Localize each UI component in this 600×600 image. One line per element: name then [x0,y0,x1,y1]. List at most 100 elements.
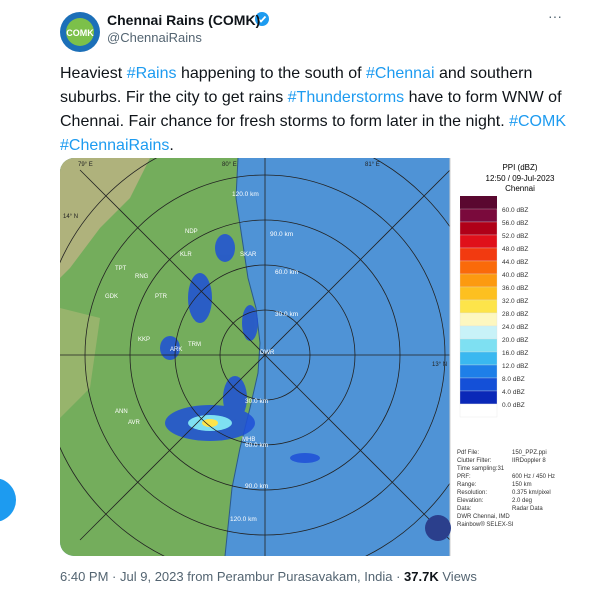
legend-swatch [459,338,498,353]
info-label: Data: [457,506,472,512]
info-label: Range: [457,482,477,488]
place-label: MHB [242,437,255,443]
echo [242,305,258,341]
coord-label: 80° E [222,162,237,168]
ring-label: 90.0 km [245,483,268,490]
legend-swatch [459,234,498,249]
info-label: DWR Chennai, IMD [457,514,510,520]
info-label: Pdf File: [457,450,479,456]
legend-swatch [459,351,498,366]
coord-label: 79° E [78,162,93,168]
legend-swatch [459,208,498,223]
legend-swatch [459,260,498,275]
author-handle[interactable]: @ChennaiRains [107,30,202,45]
land [60,158,260,556]
avatar-label: COMK [66,28,94,38]
info-label: PRF: [457,474,471,480]
hashtag[interactable]: #COMK [509,113,566,130]
legend-label: 44.0 dBZ [502,259,528,266]
text: . [169,137,174,154]
place-label: PTR [155,294,168,300]
imd-emblem [425,515,451,541]
place-label: DWR [260,350,275,356]
floating-button[interactable] [0,478,16,522]
place-label: KLR [180,252,192,258]
hashtag[interactable]: #Chennai [366,65,435,82]
place-label: TRM [188,342,201,348]
date[interactable]: Jul 9, 2023 [120,569,184,584]
hashtag[interactable]: #Rains [126,65,177,82]
info-value: 600 Hz / 450 Hz [512,474,555,480]
legend-label: 8.0 dBZ [502,376,525,383]
legend-label: 4.0 dBZ [502,389,525,396]
place-label: ANN [115,409,128,415]
info-value: Radar Data [512,506,543,512]
legend-swatch [459,377,498,392]
legend-label: 0.0 dBZ [502,402,525,409]
echo [188,273,212,323]
legend-swatch [459,403,498,418]
legend-label: 28.0 dBZ [502,311,528,318]
legend-swatch [459,247,498,262]
place-label: NDP [185,229,198,235]
hashtag[interactable]: #ChennaiRains [60,137,170,154]
legend-swatch [459,221,498,236]
radar-image[interactable]: 120.0 km 90.0 km 60.0 km 30.0 km 30.0 km 60.0… [60,158,591,556]
text: have to form WNW of Chennai. Fair chance… [60,89,562,130]
info-value: 150_PPZ.ppi [512,450,547,456]
echo [202,419,218,427]
legend-label: 56.0 dBZ [502,220,528,227]
legend-swatch [460,196,497,209]
legend-swatch [459,364,498,379]
separator: · [396,569,401,584]
coastline [224,158,261,556]
place-label: SKAR [240,252,257,258]
legend-label: 60.0 dBZ [502,207,528,214]
echo [290,453,320,463]
ring-label: 120.0 km [230,516,257,523]
legend-label: 36.0 dBZ [502,285,528,292]
text: happening to the south of [176,65,366,82]
ring-label: 90.0 km [270,231,293,238]
radar-station: Chennai [505,184,535,193]
source: from Perambur Purasavakam, India [187,569,393,584]
legend-swatch [459,312,498,327]
coord-label: 14° N [63,214,78,220]
info-value: IIRDoppler 8 [512,458,546,464]
text: and southern suburbs. Fir the city to ge… [60,65,533,106]
echo [223,376,247,420]
echo [215,234,235,262]
ring-label: 30.0 km [245,398,268,405]
time[interactable]: 6:40 PM [60,569,109,584]
place-label: ARK [170,347,182,353]
hills [60,158,150,278]
ring-label: 60.0 km [245,442,268,449]
ring-label: 120.0 km [232,191,259,198]
views-label: Views [442,569,477,584]
hashtag[interactable]: #Thunderstorms [287,89,405,106]
more-button[interactable]: ··· [548,8,562,24]
place-label: GDK [105,294,118,300]
info-value: 2.0 deg [512,498,532,504]
legend-label: 12.0 dBZ [502,363,528,370]
place-label: TPT [115,266,127,272]
legend-swatch [459,299,498,314]
verified-check [257,15,267,23]
coord-label: 13° N [432,362,447,368]
coord-label: 81° E [365,162,380,168]
radar-time: 12:50 / 09-Jul-2023 [486,174,555,183]
legend-label: 20.0 dBZ [502,337,528,344]
legend-label: 40.0 dBZ [502,272,528,279]
avatar-inner [66,18,94,46]
author-name[interactable]: Chennai Rains (COMK) [107,12,261,28]
info-value: 0.375 km/pixel [512,490,551,496]
legend-swatch [459,286,498,301]
legend-label: 52.0 dBZ [502,233,528,240]
place-label: AVR [128,420,141,426]
tweet-text: Heaviest #Rains happening to the south o… [60,62,580,158]
legend-title: PPI (dBZ) [502,163,537,172]
legend-swatch [459,390,498,405]
ring-label: 60.0 km [275,269,298,276]
